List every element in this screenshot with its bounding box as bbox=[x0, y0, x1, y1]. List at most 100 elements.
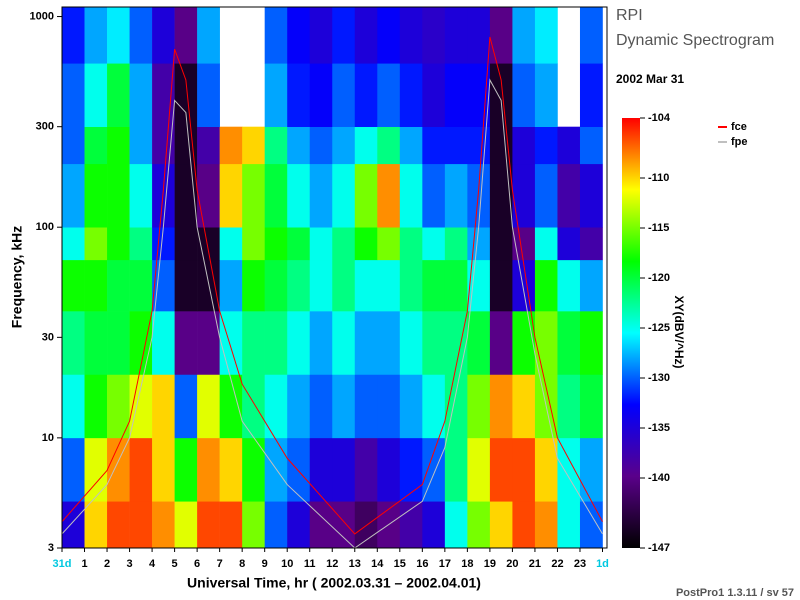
y-tick-label: 30 bbox=[42, 331, 54, 343]
cell bbox=[489, 227, 513, 261]
colorbar-tick-label: -140 bbox=[648, 472, 670, 484]
cell bbox=[467, 259, 491, 312]
cell bbox=[287, 437, 311, 502]
cell bbox=[152, 311, 175, 375]
cell bbox=[264, 163, 288, 228]
cell bbox=[219, 163, 243, 228]
cell bbox=[557, 501, 581, 549]
cell bbox=[422, 126, 446, 165]
cell bbox=[512, 227, 536, 261]
cell bbox=[399, 227, 423, 261]
cell bbox=[264, 227, 288, 261]
cell bbox=[242, 259, 265, 312]
cell bbox=[422, 311, 446, 375]
cell bbox=[354, 437, 378, 502]
cell bbox=[354, 311, 378, 375]
cell bbox=[534, 163, 558, 228]
cell bbox=[377, 163, 401, 228]
cell bbox=[287, 501, 311, 549]
cell bbox=[129, 63, 153, 127]
cell bbox=[242, 437, 265, 502]
cell bbox=[197, 227, 220, 261]
cell bbox=[62, 311, 85, 375]
cell bbox=[287, 7, 311, 64]
x-tick-label: 22 bbox=[551, 558, 563, 570]
cell bbox=[309, 126, 333, 165]
cell bbox=[534, 311, 558, 375]
cell bbox=[174, 7, 198, 64]
x-tick-label: 18 bbox=[461, 558, 473, 570]
cell bbox=[467, 7, 491, 64]
cell bbox=[579, 374, 603, 439]
x-tick-label: 8 bbox=[239, 558, 245, 570]
cell bbox=[84, 259, 108, 312]
cell bbox=[309, 501, 333, 549]
cell bbox=[467, 311, 491, 375]
cell bbox=[242, 311, 265, 375]
cell bbox=[354, 374, 378, 439]
cell bbox=[129, 126, 153, 165]
colorbar-tick-label: -130 bbox=[648, 372, 670, 384]
cell bbox=[579, 63, 603, 127]
cell bbox=[84, 7, 108, 64]
cell bbox=[152, 126, 175, 165]
cell bbox=[422, 63, 446, 127]
cell bbox=[579, 437, 603, 502]
cell bbox=[377, 437, 401, 502]
cell bbox=[444, 7, 468, 64]
x-tick-label: 14 bbox=[371, 558, 384, 570]
cell bbox=[534, 501, 558, 549]
colorbar-tick-label: -110 bbox=[648, 172, 669, 184]
cell bbox=[377, 227, 401, 261]
cell bbox=[467, 126, 491, 165]
cell bbox=[467, 163, 491, 228]
x-tick-label: 17 bbox=[439, 558, 451, 570]
cell bbox=[354, 7, 378, 64]
cell bbox=[219, 126, 243, 165]
cell bbox=[219, 437, 243, 502]
cell bbox=[309, 7, 333, 64]
cell bbox=[354, 163, 378, 228]
cell bbox=[197, 7, 220, 64]
cell bbox=[174, 311, 198, 375]
cell bbox=[467, 227, 491, 261]
cell bbox=[489, 63, 513, 127]
cell bbox=[332, 126, 356, 165]
cell bbox=[62, 163, 85, 228]
cell bbox=[264, 501, 288, 549]
x-tick-label: 23 bbox=[574, 558, 586, 570]
colorbar-tick-label: -135 bbox=[648, 422, 670, 434]
cell bbox=[467, 501, 491, 549]
cell bbox=[354, 126, 378, 165]
cell bbox=[354, 259, 378, 312]
x-tick-label: 6 bbox=[194, 558, 200, 570]
cell bbox=[377, 311, 401, 375]
cell bbox=[152, 437, 175, 502]
cell bbox=[422, 437, 446, 502]
line-0 bbox=[61, 36, 603, 535]
cell bbox=[332, 227, 356, 261]
cell bbox=[62, 126, 85, 165]
cell bbox=[174, 259, 198, 312]
colorbar bbox=[622, 118, 640, 548]
x-tick-label: 3 bbox=[126, 558, 132, 570]
cell bbox=[332, 259, 356, 312]
x-axis-label: Universal Time, hr ( 2002.03.31 – 2002.0… bbox=[187, 575, 481, 591]
y-axis-label: Frequency, kHz bbox=[9, 226, 25, 328]
cell bbox=[107, 259, 130, 312]
cell bbox=[534, 227, 558, 261]
cell bbox=[512, 7, 536, 64]
cell bbox=[152, 163, 175, 228]
plot-frame bbox=[61, 6, 608, 549]
x-tick-label: 7 bbox=[217, 558, 223, 570]
cell bbox=[84, 163, 108, 228]
cell bbox=[309, 259, 333, 312]
cell bbox=[354, 63, 378, 127]
cell bbox=[107, 311, 130, 375]
cell bbox=[287, 227, 311, 261]
cell bbox=[107, 63, 130, 127]
date: 2002 Mar 31 bbox=[616, 72, 684, 86]
cell bbox=[444, 259, 468, 312]
cell bbox=[84, 126, 108, 165]
cell bbox=[219, 259, 243, 312]
